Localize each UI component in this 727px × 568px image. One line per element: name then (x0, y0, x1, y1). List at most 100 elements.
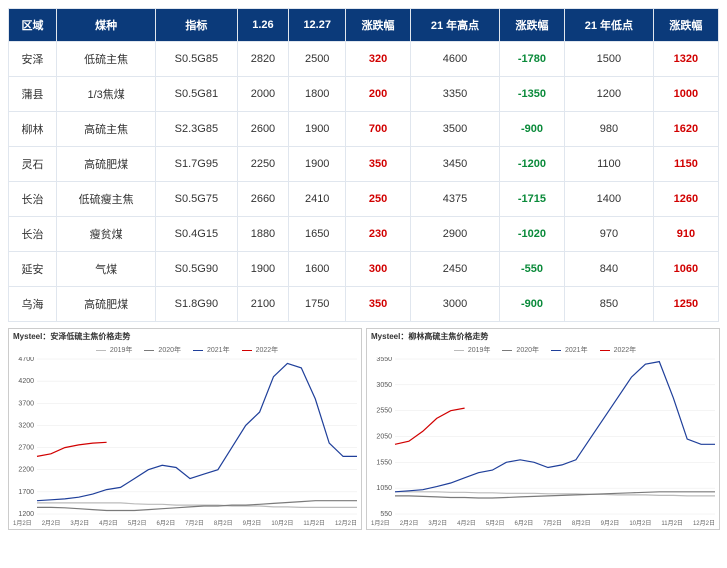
chart-liulin: Mysteel：柳林高硫主焦价格走势 2019年2020年2021年2022年 … (366, 328, 720, 530)
col-header: 21 年低点 (565, 9, 654, 42)
cell: 3350 (411, 77, 500, 112)
legend-item: 2020年 (140, 347, 181, 354)
cell: 灵石 (9, 147, 57, 182)
svg-text:2050: 2050 (376, 434, 392, 441)
cell: 2000 (237, 77, 289, 112)
x-tick: 7月2日 (543, 518, 562, 527)
cell: 350 (346, 287, 411, 322)
cell: 1260 (653, 182, 718, 217)
cell: 3500 (411, 112, 500, 147)
x-axis: 1月2日2月2日3月2日4月2日5月2日6月2日7月2日8月2日9月2日10月2… (9, 516, 361, 529)
cell: S0.5G75 (156, 182, 237, 217)
cell: 1900 (289, 112, 346, 147)
cell: 1320 (653, 42, 718, 77)
legend-item: 2021年 (547, 347, 588, 354)
cell: 320 (346, 42, 411, 77)
svg-text:3550: 3550 (376, 357, 392, 363)
x-tick: 9月2日 (601, 518, 620, 527)
x-tick: 6月2日 (515, 518, 534, 527)
chart-plot: 550105015502050255030503550 (367, 357, 719, 516)
cell: 乌海 (9, 287, 57, 322)
cell: 1060 (653, 252, 718, 287)
x-axis: 1月2日2月2日3月2日4月2日5月2日6月2日7月2日8月2日9月2日10月2… (367, 516, 719, 529)
x-tick: 11月2日 (303, 518, 325, 527)
col-header: 区域 (9, 9, 57, 42)
svg-text:2550: 2550 (376, 408, 392, 415)
svg-text:1050: 1050 (376, 485, 392, 492)
cell: 高硫肥煤 (57, 147, 156, 182)
legend-item: 2022年 (596, 347, 637, 354)
x-tick: 2月2日 (400, 518, 419, 527)
legend-item: 2022年 (238, 347, 279, 354)
chart-legend: 2019年 2020年 2021年 2022年 (9, 344, 361, 357)
cell: 840 (565, 252, 654, 287)
legend-item: 2020年 (498, 347, 539, 354)
cell: 瘦贫煤 (57, 217, 156, 252)
cell: -1715 (499, 182, 564, 217)
col-header: 12.27 (289, 9, 346, 42)
cell: 4375 (411, 182, 500, 217)
x-tick: 7月2日 (185, 518, 204, 527)
cell: 长治 (9, 182, 57, 217)
svg-text:2700: 2700 (18, 445, 34, 452)
legend-item: 2019年 (92, 347, 133, 354)
x-tick: 2月2日 (42, 518, 61, 527)
col-header: 1.26 (237, 9, 289, 42)
cell: 980 (565, 112, 654, 147)
cell: 2100 (237, 287, 289, 322)
x-tick: 4月2日 (99, 518, 118, 527)
cell: S0.5G90 (156, 252, 237, 287)
x-tick: 8月2日 (214, 518, 233, 527)
cell: 1000 (653, 77, 718, 112)
cell: 蒲县 (9, 77, 57, 112)
svg-text:3700: 3700 (18, 400, 34, 407)
cell: S2.3G85 (156, 112, 237, 147)
x-tick: 12月2日 (335, 518, 357, 527)
legend-item: 2021年 (189, 347, 230, 354)
cell: -900 (499, 112, 564, 147)
cell: 2900 (411, 217, 500, 252)
cell: 3450 (411, 147, 500, 182)
svg-text:550: 550 (380, 511, 392, 516)
cell: -1780 (499, 42, 564, 77)
chart-title: Mysteel：安泽低硫主焦价格走势 (9, 329, 361, 344)
chart-title: Mysteel：柳林高硫主焦价格走势 (367, 329, 719, 344)
cell: 1900 (289, 147, 346, 182)
svg-text:2200: 2200 (18, 467, 34, 474)
x-tick: 3月2日 (70, 518, 89, 527)
cell: 3000 (411, 287, 500, 322)
cell: 高硫主焦 (57, 112, 156, 147)
table-row: 灵石高硫肥煤S1.7G95225019003503450-12001100115… (9, 147, 719, 182)
cell: -1020 (499, 217, 564, 252)
cell: 长治 (9, 217, 57, 252)
cell: 安泽 (9, 42, 57, 77)
cell: 1800 (289, 77, 346, 112)
x-tick: 6月2日 (157, 518, 176, 527)
cell: 350 (346, 147, 411, 182)
x-tick: 10月2日 (629, 518, 651, 527)
x-tick: 8月2日 (572, 518, 591, 527)
cell: 1100 (565, 147, 654, 182)
svg-text:4700: 4700 (18, 357, 34, 363)
cell: 1500 (565, 42, 654, 77)
cell: 2250 (237, 147, 289, 182)
x-tick: 5月2日 (486, 518, 505, 527)
cell: -1200 (499, 147, 564, 182)
cell: 910 (653, 217, 718, 252)
col-header: 指标 (156, 9, 237, 42)
svg-text:1550: 1550 (376, 459, 392, 466)
price-table: 区域煤种指标1.2612.27涨跌幅21 年高点涨跌幅21 年低点涨跌幅 安泽低… (8, 8, 719, 322)
table-row: 乌海高硫肥煤S1.8G90210017503503000-9008501250 (9, 287, 719, 322)
cell: 970 (565, 217, 654, 252)
cell: 1400 (565, 182, 654, 217)
cell: 高硫肥煤 (57, 287, 156, 322)
cell: 300 (346, 252, 411, 287)
cell: -550 (499, 252, 564, 287)
cell: 1880 (237, 217, 289, 252)
svg-text:4200: 4200 (18, 378, 34, 385)
cell: 低硫主焦 (57, 42, 156, 77)
legend-item: 2019年 (450, 347, 491, 354)
cell: 1250 (653, 287, 718, 322)
cell: 1200 (565, 77, 654, 112)
table-row: 长治低硫瘦主焦S0.5G75266024102504375-1715140012… (9, 182, 719, 217)
